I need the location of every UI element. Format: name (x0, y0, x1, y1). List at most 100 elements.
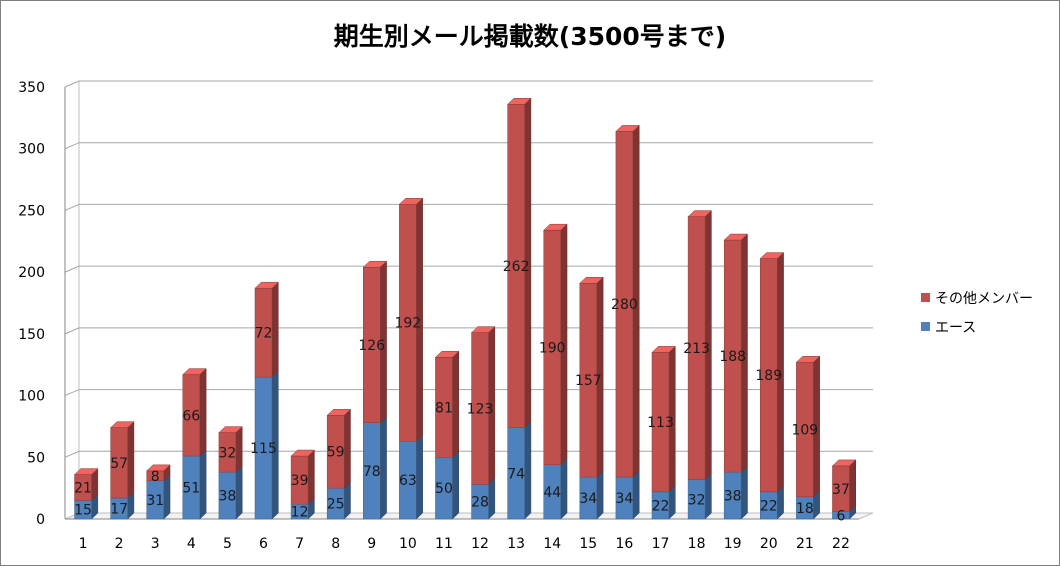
data-label: 21 (74, 481, 92, 497)
chart-title: 期生別メール掲載数(3500号まで) (334, 22, 726, 51)
x-tick-label: 6 (259, 536, 268, 552)
y-tick-label: 350 (18, 80, 45, 96)
bar-side-ace (163, 474, 171, 520)
data-label: 51 (182, 481, 200, 497)
bar-top-cap (507, 98, 532, 105)
x-tick-label: 16 (615, 536, 633, 552)
bar-side-ace (560, 458, 568, 520)
bar-side-ace (632, 470, 640, 520)
x-tick-label: 13 (507, 536, 525, 552)
x-tick-label: 2 (115, 536, 124, 552)
bar-side-ace (380, 416, 387, 520)
y-tick-label: 300 (18, 142, 45, 158)
gridline (64, 142, 873, 150)
x-tick-label: 17 (652, 536, 670, 552)
bar-side-ace (704, 472, 712, 520)
gridline (64, 327, 873, 335)
bar-side-ace (524, 421, 532, 520)
bar-top-cap (615, 125, 640, 132)
x-tick-label: 7 (295, 536, 304, 552)
data-label: 28 (471, 495, 489, 511)
data-label: 72 (255, 326, 273, 342)
x-tick-label: 14 (543, 536, 561, 552)
bar-top-cap (651, 346, 676, 353)
bar-side-other (849, 459, 857, 513)
bar-side-other (271, 281, 279, 378)
data-label: 59 (327, 445, 345, 461)
data-label: 22 (652, 498, 670, 514)
bar-side-other (199, 368, 207, 457)
y-tick-label: 0 (36, 512, 45, 528)
data-label: 280 (611, 297, 638, 313)
bar-side-ace (596, 470, 604, 520)
gridline (64, 389, 873, 397)
bar-top-cap (110, 421, 135, 428)
bar-top-cap (723, 233, 749, 241)
x-tick-label: 18 (688, 536, 706, 552)
data-label: 39 (291, 473, 309, 489)
data-label: 38 (218, 489, 236, 505)
y-tick-label: 100 (18, 389, 45, 405)
gridline (64, 80, 873, 88)
data-label: 12 (291, 505, 309, 521)
x-tick-label: 10 (399, 536, 417, 552)
x-tick-label: 8 (331, 536, 340, 552)
x-tick-label: 20 (760, 536, 778, 552)
data-label: 66 (182, 408, 200, 424)
data-label: 57 (110, 456, 128, 472)
data-label: 113 (647, 415, 674, 431)
legend-swatch (921, 322, 930, 331)
y-tick-label: 250 (18, 203, 45, 219)
bar-top-cap (398, 198, 424, 205)
data-label: 31 (146, 493, 164, 509)
bar-top-cap (579, 277, 604, 284)
data-label: 34 (615, 491, 633, 507)
bar-side-other (235, 426, 243, 473)
x-tick-label: 15 (579, 536, 597, 552)
data-label: 81 (435, 400, 453, 416)
data-label: 34 (579, 491, 597, 507)
x-tick-label: 5 (223, 536, 232, 552)
bar-side-ace (488, 477, 496, 520)
bar-top-cap (543, 223, 568, 231)
bar-top-cap (73, 468, 99, 475)
x-tick-label: 9 (367, 536, 376, 552)
data-label: 188 (719, 349, 746, 365)
bar-top-cap (362, 260, 388, 268)
data-label: 38 (724, 489, 742, 505)
data-label: 109 (791, 423, 818, 439)
bar-side-ace (416, 434, 423, 520)
x-tick-label: 3 (151, 536, 160, 552)
gridline (64, 203, 873, 211)
bar-side-ace (235, 465, 243, 520)
data-label: 213 (683, 341, 710, 357)
data-label: 126 (358, 338, 385, 354)
legend-label: エース (935, 320, 976, 336)
bar-top-cap (326, 409, 352, 416)
bar-side-ace (740, 465, 748, 520)
data-label: 189 (755, 368, 782, 384)
bar-top-cap (687, 210, 713, 217)
bar-top-cap (795, 355, 821, 363)
data-label: 157 (575, 373, 602, 389)
x-tick-label: 12 (471, 536, 489, 552)
data-label: 50 (435, 481, 453, 497)
data-label: 78 (363, 464, 381, 480)
data-label: 32 (688, 492, 706, 508)
data-label: 190 (539, 340, 566, 356)
data-label: 6 (836, 508, 845, 524)
x-tick-label: 4 (187, 536, 196, 552)
bar-side-ace (452, 450, 460, 520)
data-label: 262 (503, 259, 530, 275)
bar-side-ace (343, 481, 351, 520)
data-label: 32 (218, 445, 236, 461)
bar-top-cap (146, 464, 171, 472)
data-label: 123 (467, 402, 494, 418)
bar-top-cap (182, 368, 207, 375)
bar-side-other (307, 449, 315, 505)
bar-side-other (343, 408, 351, 489)
bar-side-other (127, 421, 135, 499)
x-tick-label: 22 (832, 536, 850, 552)
data-label: 74 (507, 466, 525, 482)
